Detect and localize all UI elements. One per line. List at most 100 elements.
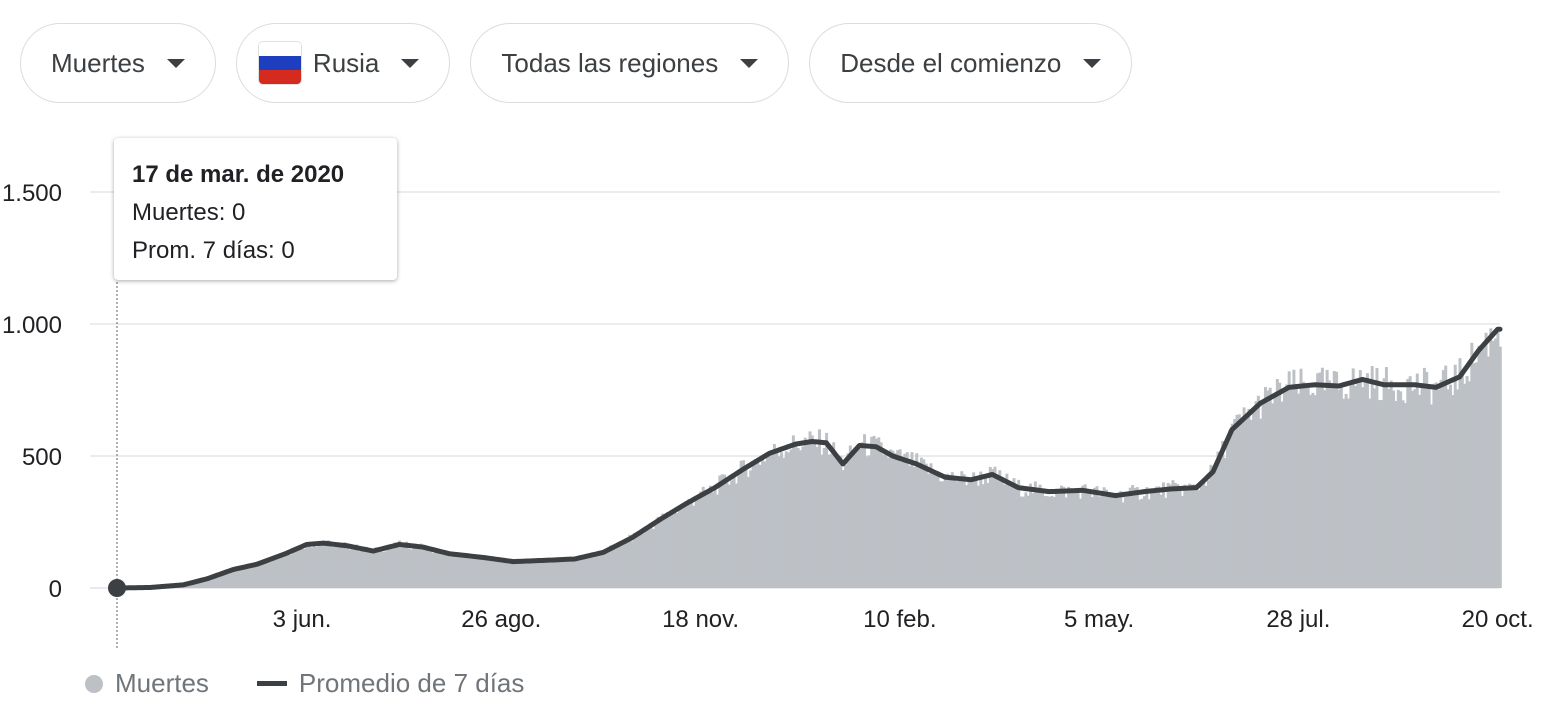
period-label: Desde el comienzo: [840, 47, 1062, 78]
deaths-bar: [1406, 378, 1410, 588]
deaths-bar: [1166, 482, 1170, 588]
tooltip-date: 17 de mar. de 2020: [132, 161, 345, 188]
deaths-bar: [708, 485, 712, 588]
deaths-bar: [386, 547, 390, 588]
deaths-bar: [440, 549, 444, 588]
deaths-bar: [832, 442, 836, 588]
deaths-bar: [580, 558, 584, 588]
deaths-bar: [924, 463, 928, 588]
deaths-bar: [459, 553, 463, 588]
deaths-bar: [1003, 484, 1006, 588]
deaths-bar: [1498, 346, 1502, 588]
deaths-bar: [953, 480, 957, 588]
deaths-bar: [1384, 367, 1388, 588]
deaths-bar: [1356, 380, 1360, 588]
deaths-bar: [1415, 373, 1419, 588]
hover-indicator: [108, 270, 126, 650]
deaths-bar: [1453, 364, 1457, 588]
deaths-bar: [1097, 496, 1101, 588]
deaths-bar: [381, 551, 385, 588]
deaths-bar: [1142, 496, 1146, 588]
deaths-bar: [1456, 389, 1460, 588]
deaths-bar: [1467, 381, 1471, 588]
deaths-bar: [901, 461, 904, 588]
deaths-bar: [1420, 383, 1424, 588]
deaths-bar: [969, 482, 973, 588]
deaths-bar: [697, 499, 700, 588]
deaths-bar: [412, 544, 416, 588]
deaths-bar: [651, 528, 655, 588]
region-dropdown[interactable]: Todas las regiones: [470, 23, 790, 103]
deaths-bar: [232, 570, 236, 588]
deaths-bar: [341, 543, 345, 588]
deaths-bar: [1024, 492, 1028, 588]
deaths-bar: [1358, 370, 1362, 588]
deaths-bar: [1045, 496, 1049, 588]
deaths-bar: [270, 561, 273, 588]
deaths-bar: [428, 546, 432, 588]
legend-average-label[interactable]: Promedio de 7 días: [298, 668, 525, 698]
deaths-bar: [1059, 485, 1063, 588]
deaths-bar: [1128, 487, 1132, 588]
deaths-bar: [1418, 394, 1422, 588]
deaths-bar: [687, 499, 691, 588]
deaths-bar: [590, 554, 594, 588]
deaths-bar: [398, 540, 402, 588]
deaths-bar: [1368, 398, 1372, 588]
deaths-bar: [1081, 485, 1085, 588]
deaths-bar: [742, 460, 746, 588]
deaths-bar: [1287, 371, 1291, 588]
deaths-bar: [1005, 473, 1009, 588]
deaths-bar: [445, 554, 449, 588]
deaths-bar: [682, 506, 686, 588]
deaths-bar: [1382, 378, 1386, 588]
deaths-bar: [549, 558, 553, 588]
period-dropdown[interactable]: Desde el comienzo: [809, 23, 1133, 103]
deaths-bar: [217, 575, 221, 588]
deaths-bar: [1036, 487, 1040, 588]
deaths-bar: [661, 513, 665, 588]
deaths-bar: [1112, 497, 1116, 588]
deaths-bar: [1159, 494, 1163, 588]
deaths-bar: [1069, 489, 1073, 588]
deaths-bar: [277, 556, 281, 588]
deaths-bar: [744, 468, 748, 588]
deaths-bar: [424, 548, 428, 588]
deaths-bar: [1067, 486, 1071, 588]
deaths-bar: [1228, 430, 1232, 588]
deaths-bar: [267, 561, 271, 588]
deaths-bar: [317, 544, 321, 588]
country-dropdown[interactable]: Rusia: [235, 23, 451, 103]
deaths-bar: [331, 547, 335, 588]
deaths-bar: [1475, 362, 1479, 588]
deaths-bar: [680, 504, 684, 588]
deaths-bar: [1477, 345, 1481, 588]
deaths-bar: [1275, 379, 1279, 588]
deaths-bar: [1133, 487, 1137, 588]
deaths-bar: [286, 554, 290, 588]
metric-dropdown[interactable]: Muertes: [20, 23, 216, 103]
deaths-bar: [1017, 479, 1021, 588]
deaths-bar: [865, 456, 869, 588]
deaths-bar: [1237, 414, 1241, 588]
deaths-bar: [1328, 380, 1331, 588]
deaths-bar: [1145, 487, 1149, 588]
deaths-bar: [1114, 497, 1118, 588]
deaths-bar: [1458, 358, 1462, 588]
deaths-bar: [246, 564, 250, 588]
deaths-bar: [784, 451, 788, 588]
deaths-bar: [799, 450, 802, 588]
legend-deaths-label[interactable]: Muertes: [115, 668, 209, 698]
deaths-bar: [720, 474, 724, 588]
deaths-bar: [443, 550, 447, 588]
deaths-bar: [1105, 489, 1108, 588]
deaths-bar: [1484, 332, 1488, 588]
deaths-bar: [1441, 370, 1445, 588]
deaths-bar: [490, 559, 494, 588]
deaths-bar: [1216, 451, 1220, 588]
deaths-bar: [827, 454, 831, 588]
deaths-bar: [670, 514, 674, 588]
deaths-bar: [877, 437, 881, 588]
deaths-bar: [1311, 392, 1315, 588]
deaths-bar: [587, 555, 591, 588]
